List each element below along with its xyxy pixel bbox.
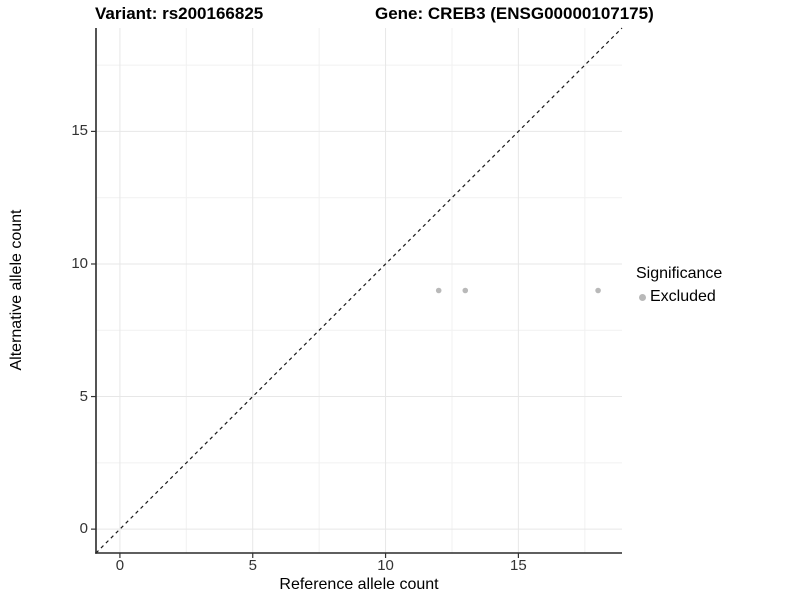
- legend-title: Significance: [636, 265, 723, 282]
- data-point: [435, 287, 442, 294]
- x-axis-title: Reference allele count: [279, 576, 439, 593]
- x-tick-label: 5: [248, 557, 257, 574]
- variant-title: Variant: rs200166825: [95, 4, 264, 23]
- y-tick-label: 15: [71, 122, 88, 140]
- x-tick-label: 10: [377, 557, 394, 574]
- y-tick-label: 5: [79, 387, 88, 405]
- legend: Significance Excluded: [636, 264, 722, 307]
- legend-item: Excluded: [636, 287, 722, 307]
- y-tick-label: 0: [79, 520, 88, 538]
- x-tick-label: 15: [510, 557, 527, 574]
- excluded-point-icon: [639, 293, 646, 301]
- y-axis-title: Alternative allele count: [8, 209, 25, 371]
- legend-item-label: Excluded: [650, 288, 716, 305]
- gene-title: Gene: CREB3 (ENSG00000107175): [375, 4, 654, 23]
- identity-line: [95, 27, 623, 554]
- data-point: [462, 287, 469, 294]
- data-point: [595, 287, 601, 294]
- y-tick-label: 10: [71, 254, 88, 272]
- x-tick-label: 0: [115, 557, 125, 574]
